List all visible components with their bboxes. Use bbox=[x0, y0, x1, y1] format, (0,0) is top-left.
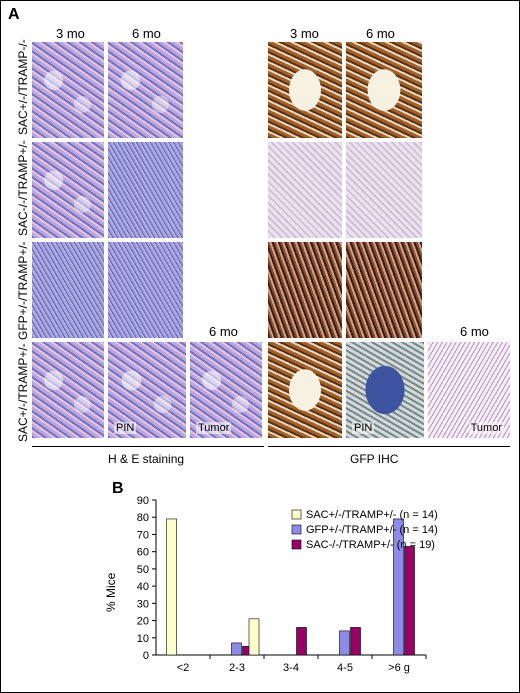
he-tile-r1-6mo bbox=[108, 42, 183, 138]
he-tile-r4-3mo bbox=[32, 342, 104, 438]
ihc-tile-r2-6mo bbox=[346, 142, 422, 238]
he-tile-r2-3mo bbox=[32, 142, 104, 238]
ihc-tile-r1-3mo bbox=[268, 42, 342, 138]
he-tile-r3-6mo bbox=[108, 242, 183, 338]
he-group-label: H & E staining bbox=[108, 452, 185, 466]
ihc-tile-r4-tumor: Tumor bbox=[428, 342, 510, 438]
ihc-tile-r1-6mo bbox=[346, 42, 422, 138]
ihc-tile-r4-3mo bbox=[268, 342, 342, 438]
ihc-tile-r4-pin: PIN bbox=[346, 342, 424, 438]
he-col-6mo: 6 mo bbox=[132, 26, 161, 41]
he-tile-r1-3mo bbox=[32, 42, 104, 138]
row-label-3: GFP+/-/TRAMP+/- bbox=[16, 241, 30, 340]
he-tile-r4-pin: PIN bbox=[108, 342, 186, 438]
he-col-3mo: 3 mo bbox=[56, 26, 85, 41]
panel-b-letter: B bbox=[112, 480, 124, 497]
ihc-group-line bbox=[268, 446, 510, 447]
he-group-line bbox=[32, 446, 264, 447]
row-label-2: SAC-/-/TRAMP+/- bbox=[16, 140, 30, 236]
ihc-pin-label: PIN bbox=[352, 422, 375, 434]
ihc-tile-r2-3mo bbox=[268, 142, 342, 238]
ihc-group-label: GFP IHC bbox=[350, 452, 399, 466]
ihc-col-6mo: 6 mo bbox=[366, 26, 395, 41]
ihc-col-3mo: 3 mo bbox=[290, 26, 319, 41]
panel-a-letter: A bbox=[8, 6, 20, 23]
he-col-6mo-tumor: 6 mo bbox=[209, 324, 238, 339]
row-label-4: SAC+/-/TRAMP+/- bbox=[16, 343, 30, 442]
ihc-col-6mo-tumor: 6 mo bbox=[460, 324, 489, 339]
he-tile-r4-tumor: Tumor bbox=[190, 342, 262, 438]
row-label-1: SAC+/-/TRAMP-/- bbox=[16, 39, 30, 135]
ihc-tumor-label: Tumor bbox=[468, 422, 504, 434]
he-pin-label: PIN bbox=[114, 422, 137, 434]
he-tile-r2-6mo bbox=[108, 142, 183, 238]
he-tumor-label: Tumor bbox=[196, 422, 232, 434]
ihc-tile-r3-6mo bbox=[346, 242, 422, 338]
ihc-tile-r3-3mo bbox=[268, 242, 342, 338]
y-axis-label: % Mice bbox=[104, 572, 118, 612]
he-tile-r3-3mo bbox=[32, 242, 104, 338]
